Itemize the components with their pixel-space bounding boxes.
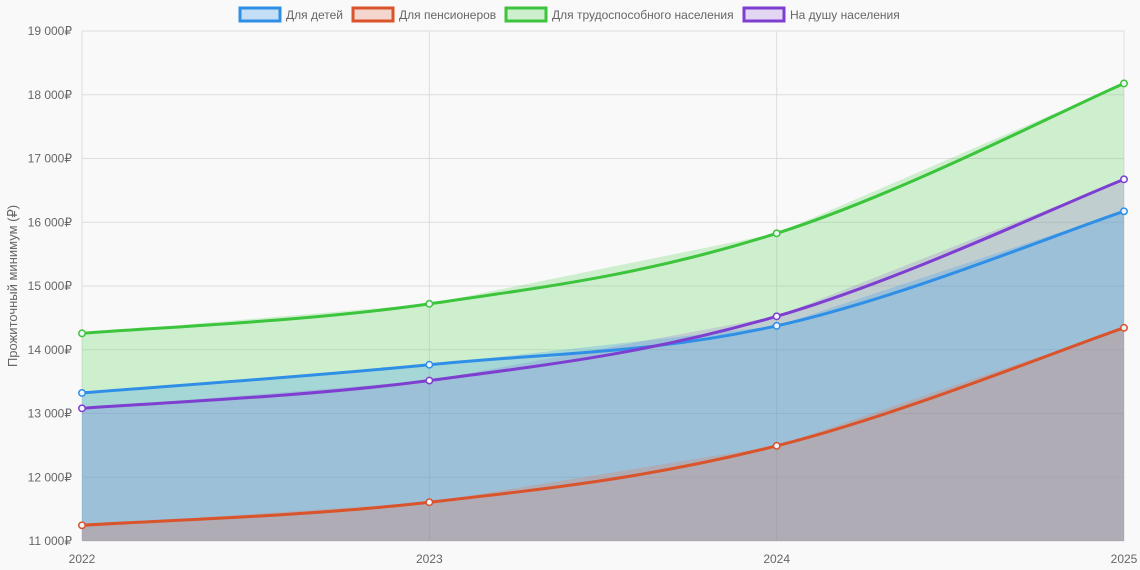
series-line-1 <box>81 326 1125 527</box>
y-axis-label: Прожиточный минимум (₽) <box>5 205 20 367</box>
data-point-series-3-2 <box>772 312 781 321</box>
y-tick-label: 19 000₽ <box>28 24 73 38</box>
x-axis-ticks: 2022 2023 2024 2025 <box>69 552 1138 566</box>
legend-item-2[interactable]: Для трудоспособного населения <box>504 6 734 23</box>
data-point-series-2-0 <box>78 329 86 338</box>
area-fill-series-2 <box>82 83 1124 541</box>
x-tick-label: 2022 <box>69 552 96 566</box>
x-tick-label: 2025 <box>1111 552 1138 566</box>
y-tick-label: 18 000₽ <box>28 88 73 102</box>
y-axis-ticks: 11 000₽ 12 000₽ 13 000₽ 14 000₽ 15 000₽ 16 00… <box>28 24 73 548</box>
data-points <box>78 79 1128 530</box>
data-point-series-1-0 <box>78 521 86 530</box>
data-point-series-0-2 <box>772 321 781 330</box>
data-point-series-1-3 <box>1120 323 1128 332</box>
legend-item-0[interactable]: Для детей <box>238 6 343 23</box>
x-tick-label: 2023 <box>416 552 443 566</box>
legend-label-3: На душу населения <box>790 8 900 22</box>
legend-swatch-3 <box>742 6 786 23</box>
data-point-series-0-1 <box>425 360 434 369</box>
grid-lines <box>81 30 1125 542</box>
y-tick-label: 17 000₽ <box>28 152 73 166</box>
area-fill-series-3 <box>82 179 1124 541</box>
y-tick-label: 14 000₽ <box>28 343 73 357</box>
legend-label-2: Для трудоспособного населения <box>552 8 734 22</box>
data-point-series-2-1 <box>425 299 434 308</box>
data-point-series-1-1 <box>425 498 434 507</box>
data-point-series-0-0 <box>78 389 86 397</box>
data-point-series-3-1 <box>425 376 434 385</box>
data-point-series-3-0 <box>78 404 86 413</box>
data-point-series-2-2 <box>772 229 781 238</box>
series-line-0 <box>81 209 1125 395</box>
x-tick-label: 2024 <box>763 552 790 566</box>
series-line-2 <box>81 82 1125 335</box>
legend-label-1: Для пенсионеров <box>399 8 496 22</box>
area-fill-series-0 <box>82 211 1124 541</box>
data-point-series-2-3 <box>1120 79 1128 88</box>
y-tick-label: 13 000₽ <box>28 407 73 421</box>
data-point-series-3-3 <box>1120 175 1128 184</box>
data-point-series-0-3 <box>1120 207 1128 216</box>
legend[interactable]: Для детей Для пенсионеров Для трудоспособн… <box>238 6 900 23</box>
legend-item-3[interactable]: На душу населения <box>742 6 900 23</box>
series-line-3 <box>81 177 1125 410</box>
legend-swatch-0 <box>238 6 282 23</box>
legend-swatch-2 <box>504 6 548 23</box>
area-fill-series-1 <box>82 327 1124 541</box>
data-point-series-1-2 <box>772 441 781 450</box>
y-tick-label: 16 000₽ <box>28 215 73 229</box>
legend-swatch-1 <box>351 6 395 23</box>
y-tick-label: 12 000₽ <box>28 470 73 484</box>
series-lines <box>81 82 1125 527</box>
legend-item-1[interactable]: Для пенсионеров <box>351 6 496 23</box>
y-tick-label: 15 000₽ <box>28 279 73 293</box>
legend-label-0: Для детей <box>286 8 343 22</box>
area-fills <box>82 83 1124 541</box>
y-tick-label: 11 000₽ <box>29 534 73 548</box>
